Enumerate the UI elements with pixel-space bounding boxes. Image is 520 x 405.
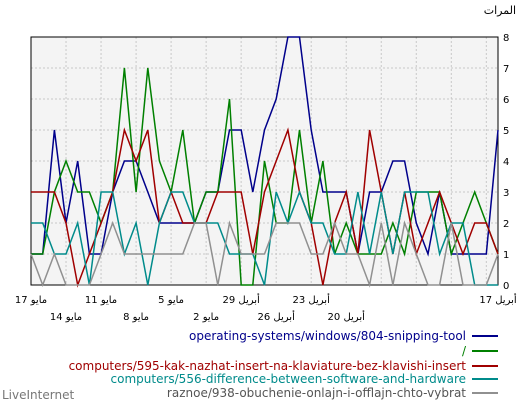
legend-item: raznoe/938-obuchenie-onlajn-i-offlajn-ch…	[166, 385, 498, 400]
x-tick-label: 20 أبريل	[328, 310, 366, 323]
x-tick-label: 8 مايو	[123, 312, 149, 323]
legend-item: computers/556-difference-between-softwar…	[110, 371, 498, 386]
legend-label: /	[461, 343, 466, 358]
y-tick-label: 3	[503, 188, 509, 199]
x-tick-label: 17 أبريل	[479, 293, 517, 306]
series-line-5	[30, 220, 499, 288]
y-tick-label: 7	[503, 64, 509, 75]
y-tick-label: 1	[503, 250, 509, 261]
legend-swatch	[472, 364, 498, 367]
x-tick-label: 2 مايو	[193, 312, 219, 323]
y-axis-title: المرات	[483, 4, 516, 17]
series-line-1	[31, 36, 499, 257]
x-tick-label: 26 أبريل	[258, 310, 296, 323]
x-tick-label: 23 أبريل	[293, 293, 331, 306]
y-tick-label: 0	[503, 281, 509, 292]
x-tick-label: 5 مايو	[158, 295, 184, 306]
y-tick-label: 5	[503, 126, 509, 137]
legend-swatch	[472, 391, 498, 394]
y-tick-label: 6	[503, 95, 509, 106]
legend-item: operating-systems/windows/804-snipping-t…	[189, 328, 498, 343]
y-tick-label: 4	[503, 157, 509, 168]
legend-item: computers/595-kak-nazhat-insert-na-klavi…	[68, 358, 498, 373]
legend-item: /	[461, 343, 498, 358]
legend-label: operating-systems/windows/804-snipping-t…	[189, 328, 466, 343]
x-tick-label: 14 مايو	[50, 312, 82, 323]
x-tick-label: 11 مايو	[85, 295, 117, 306]
footer-brand: LiveInternet	[2, 388, 75, 402]
y-tick-label: 2	[503, 219, 509, 230]
legend-label: computers/556-difference-between-softwar…	[110, 371, 466, 386]
legend-label: computers/595-kak-nazhat-insert-na-klavi…	[68, 358, 466, 373]
legend-swatch	[472, 377, 498, 380]
x-tick-label: 17 مايو	[15, 295, 47, 306]
legend-label: raznoe/938-obuchenie-onlajn-i-offlajn-ch…	[166, 385, 466, 400]
legend-swatch	[472, 334, 498, 337]
y-tick-label: 8	[503, 33, 509, 44]
legend-swatch	[472, 349, 498, 352]
series-line-4	[31, 189, 498, 286]
x-tick-label: 29 أبريل	[222, 293, 260, 306]
series-line-3	[31, 127, 499, 288]
